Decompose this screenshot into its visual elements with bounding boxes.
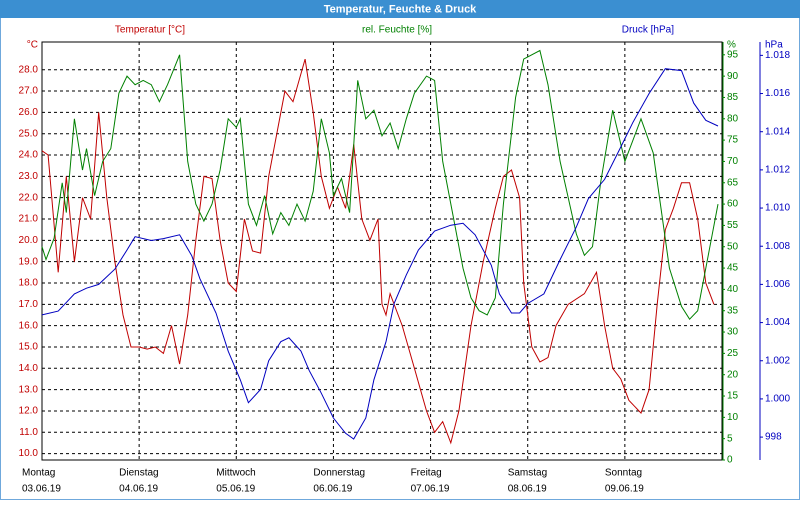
y-tick-label: 27.0 xyxy=(19,86,39,97)
y-tick-label: 21.0 xyxy=(19,214,39,225)
y2-tick-label: 55 xyxy=(727,220,739,231)
y2-tick-label: 70 xyxy=(727,156,739,167)
y2-tick-label: 0 xyxy=(727,455,733,466)
y-tick-label: 20.0 xyxy=(19,235,39,246)
y2-tick-label: 20 xyxy=(727,369,739,380)
y-unit: °C xyxy=(27,40,38,51)
x-tick-label: Montag xyxy=(22,468,55,479)
y2-tick-label: 45 xyxy=(727,263,739,274)
series-line xyxy=(41,68,719,440)
legend-label: Druck [hPa] xyxy=(622,25,674,36)
y3-tick-label: 1.004 xyxy=(765,317,790,328)
y-tick-label: 13.0 xyxy=(19,384,39,395)
y-tick-label: 17.0 xyxy=(19,299,39,310)
y2-tick-label: 90 xyxy=(727,71,739,82)
y3-tick-label: 998 xyxy=(765,432,782,443)
y-tick-label: 22.0 xyxy=(19,192,39,203)
y2-tick-label: 50 xyxy=(727,241,739,252)
y2-tick-label: 25 xyxy=(727,348,739,359)
y2-tick-label: 85 xyxy=(727,92,739,103)
y-tick-label: 11.0 xyxy=(19,427,38,438)
y-tick-label: 18.0 xyxy=(19,278,39,289)
x-tick-label: Freitag xyxy=(411,468,442,479)
x-tick-date: 08.06.19 xyxy=(508,484,547,495)
x-tick-label: Dienstag xyxy=(119,468,158,479)
y3-tick-label: 1.018 xyxy=(765,50,790,61)
y-tick-label: 12.0 xyxy=(19,406,39,417)
x-tick-date: 06.06.19 xyxy=(313,484,352,495)
y3-tick-label: 1.016 xyxy=(765,88,790,99)
y-tick-label: 25.0 xyxy=(19,128,39,139)
y-tick-label: 24.0 xyxy=(19,150,39,161)
y2-tick-label: 95 xyxy=(727,49,739,60)
y3-tick-label: 1.010 xyxy=(765,203,790,214)
y2-unit: % xyxy=(727,40,736,51)
y3-tick-label: 1.000 xyxy=(765,394,790,405)
y-tick-label: 16.0 xyxy=(19,320,39,331)
y-tick-label: 19.0 xyxy=(19,256,39,267)
title-bar xyxy=(0,0,800,18)
series-line xyxy=(41,58,715,445)
x-tick-label: Samstag xyxy=(508,468,547,479)
y2-tick-label: 65 xyxy=(727,177,739,188)
y2-tick-label: 40 xyxy=(727,284,739,295)
y-tick-label: 28.0 xyxy=(19,64,39,75)
x-tick-date: 09.06.19 xyxy=(605,484,644,495)
y3-tick-label: 1.006 xyxy=(765,279,790,290)
y-tick-label: 14.0 xyxy=(19,363,39,374)
y3-tick-label: 1.014 xyxy=(765,126,790,137)
y2-tick-label: 60 xyxy=(727,199,739,210)
plot-border xyxy=(41,41,723,461)
y3-tick-label: 1.012 xyxy=(765,165,790,176)
x-tick-label: Donnerstag xyxy=(313,468,365,479)
y-tick-label: 23.0 xyxy=(19,171,39,182)
y2-tick-label: 80 xyxy=(727,113,739,124)
series-line xyxy=(41,49,719,321)
y2-tick-label: 30 xyxy=(727,327,739,338)
y2-tick-label: 35 xyxy=(727,305,739,316)
legend-label: Temperatur [°C] xyxy=(115,25,185,36)
y-tick-label: 26.0 xyxy=(19,107,39,118)
y3-tick-label: 1.002 xyxy=(765,355,790,366)
x-tick-date: 03.06.19 xyxy=(22,484,61,495)
chart-title: Temperatur, Feuchte & Druck xyxy=(324,3,477,15)
y3-tick-label: 1.008 xyxy=(765,241,790,252)
y-tick-label: 15.0 xyxy=(19,342,39,353)
x-tick-label: Mittwoch xyxy=(216,468,255,479)
y2-tick-label: 75 xyxy=(727,135,739,146)
y2-tick-label: 5 xyxy=(727,433,733,444)
y2-tick-label: 10 xyxy=(727,412,739,423)
x-tick-date: 05.06.19 xyxy=(216,484,255,495)
x-tick-date: 04.06.19 xyxy=(119,484,158,495)
y3-unit: hPa xyxy=(765,40,783,51)
y2-tick-label: 15 xyxy=(727,391,739,402)
legend-label: rel. Feuchte [%] xyxy=(362,25,432,36)
x-tick-label: Sonntag xyxy=(605,468,642,479)
y-tick-label: 10.0 xyxy=(19,448,39,459)
x-tick-date: 07.06.19 xyxy=(411,484,450,495)
